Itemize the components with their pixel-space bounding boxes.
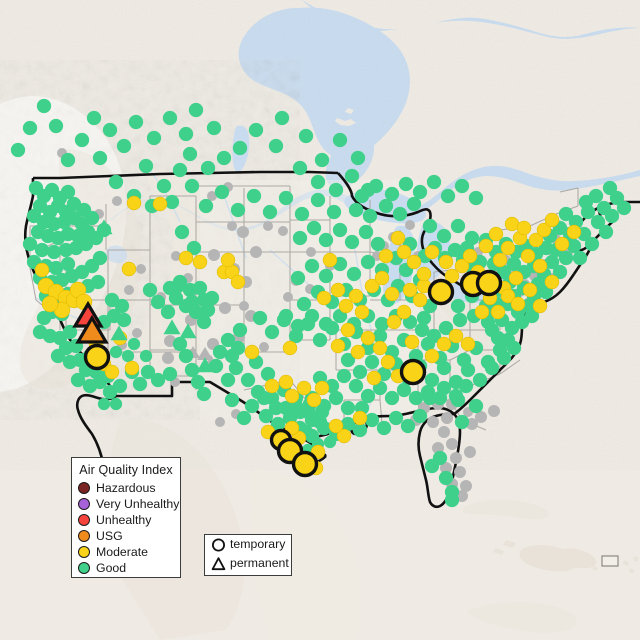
site-marker-green-permanent-or [95,219,113,235]
very-unhealthy-swatch-icon [78,498,90,510]
legend-label-moderate: Moderate [96,544,148,559]
site-marker-green-permanent-nm [196,357,214,373]
site-marker-green-permanent-ut [163,319,181,335]
moderate-swatch-icon [78,546,90,558]
legend-item-hazardous[interactable]: Hazardous [72,480,180,496]
site-marker-ohio [427,278,455,306]
aqi-legend[interactable]: Air Quality Index Hazardous Very Unhealt… [71,457,181,578]
circle-outline-icon [210,536,227,553]
legend-item-very-unhealthy[interactable]: Very Unhealthy [72,496,180,512]
legend-item-good[interactable]: Good [72,560,180,576]
marker-group-large-moderate[interactable] [83,269,503,478]
legend-label-good: Good [96,560,127,575]
legend-label-permanent: permanent [230,556,289,570]
legend-item-moderate[interactable]: Moderate [72,544,180,560]
legend-label-temporary: temporary [230,537,286,551]
marker-group-moderate [34,195,582,476]
aqi-legend-title: Air Quality Index [79,463,173,477]
site-marker-green-permanent-co [179,323,197,339]
marker-group-permanent-triangles[interactable] [72,219,214,373]
unhealthy-swatch-icon [78,514,90,526]
site-marker-usg-permanent [75,314,109,344]
triangle-outline-icon [210,555,227,572]
site-marker-green-permanent-ca [110,325,128,341]
marker-group-good [10,98,632,508]
site-marker-pennsylvania-east [475,269,503,297]
legend-item-temporary[interactable]: temporary [205,535,291,554]
legend-item-unhealthy[interactable]: Unhealthy [72,512,180,528]
legend-item-permanent[interactable]: permanent [205,554,291,573]
legend-item-usg[interactable]: USG [72,528,180,544]
site-marker-texas-south [291,450,319,478]
site-type-legend[interactable]: temporary permanent [204,534,292,576]
legend-label-very-unhealthy: Very Unhealthy [96,496,180,511]
site-marker-alabama [399,358,427,386]
legend-label-unhealthy: Unhealthy [96,512,152,527]
hazardous-swatch-icon [78,482,90,494]
good-swatch-icon [78,562,90,574]
site-marker-southern-california [83,343,111,371]
legend-label-usg: USG [96,528,123,543]
caribbean-islands [462,499,639,633]
legend-label-hazardous: Hazardous [96,480,156,495]
usg-swatch-icon [78,530,90,542]
